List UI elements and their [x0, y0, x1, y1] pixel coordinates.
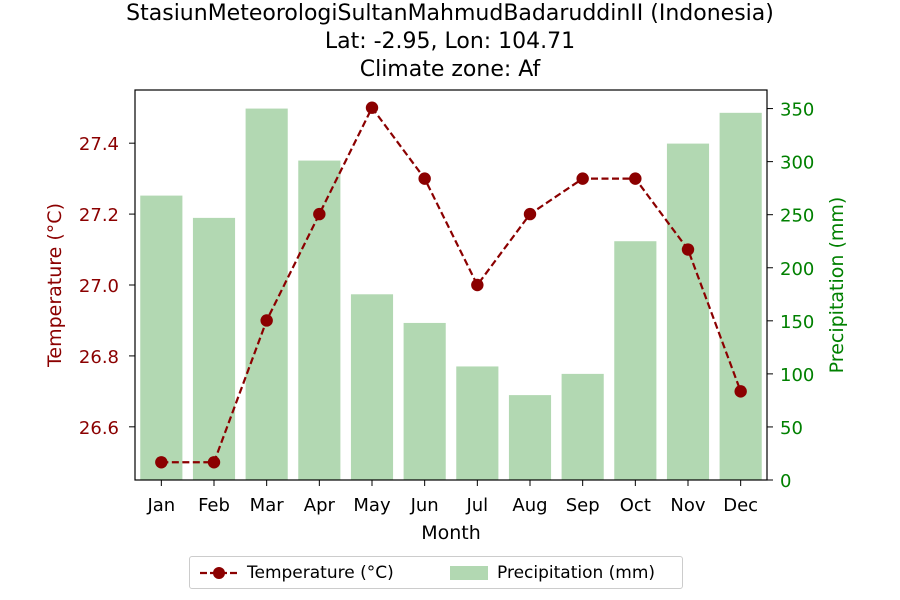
- x-tick-label: Sep: [566, 495, 600, 516]
- precipitation-bar-aug: [508, 395, 552, 480]
- precipitation-bar-dec: [719, 112, 762, 480]
- left-y-tick-label: 27.0: [79, 276, 119, 297]
- x-tick-label: Jan: [146, 495, 175, 516]
- right-y-tick-label: 50: [780, 418, 803, 439]
- right-y-tick-label: 0: [780, 471, 791, 492]
- precipitation-bar-jul: [456, 366, 499, 480]
- temperature-point-oct: [629, 172, 642, 185]
- x-tick-label: Jul: [465, 495, 488, 516]
- temperature-point-aug: [523, 207, 537, 221]
- precipitation-bar-mar: [245, 108, 288, 481]
- temperature-line-series: [155, 101, 747, 469]
- chart-subtitle-coordinates: Lat: -2.95, Lon: 104.71: [324, 29, 576, 54]
- left-y-tick-label: 26.6: [79, 418, 119, 439]
- temperature-point-jul: [471, 278, 484, 292]
- legend-temperature-swatch: [200, 566, 238, 579]
- chart-legend: Temperature (°C) Precipitation (mm): [189, 556, 683, 589]
- temperature-point-dec: [734, 385, 747, 398]
- temperature-point-jan: [155, 456, 168, 469]
- legend-label-precipitation: Precipitation (mm): [497, 562, 656, 583]
- right-y-tick-label: 200: [780, 259, 814, 280]
- right-y-tick-label: 100: [780, 365, 814, 386]
- temperature-point-jun: [418, 172, 431, 185]
- precipitation-bar-may: [350, 294, 394, 480]
- legend-precipitation-swatch: [450, 565, 488, 580]
- right-y-tick-label: 350: [780, 100, 814, 121]
- chart-title: StasiunMeteorologiSultanMahmudBadaruddin…: [126, 1, 774, 26]
- temperature-point-apr: [313, 207, 326, 221]
- temperature-point-mar: [260, 314, 273, 327]
- chart-canvas: Jan Feb Mar Apr May Jun Jul Aug Sep Oct Nov Dec Mont…: [44, 89, 848, 544]
- axes: Jan Feb Mar Apr May Jun Jul Aug Sep Oct Nov Dec Mont…: [44, 89, 848, 544]
- precipitation-bar-jun: [403, 322, 446, 480]
- right-y-tick-label: 250: [780, 206, 814, 227]
- legend-item-temperature: Temperature (°C): [199, 557, 394, 588]
- temperature-line: [161, 105, 742, 464]
- x-axis-label: Month: [421, 522, 481, 544]
- x-tick-label: Dec: [723, 495, 758, 516]
- x-tick-label: Apr: [304, 495, 336, 516]
- x-tick-label: Oct: [620, 495, 651, 516]
- x-tick-label: Nov: [670, 495, 705, 516]
- right-y-axis-label: Precipitation (mm): [826, 197, 848, 374]
- x-tick-label: Feb: [198, 495, 230, 516]
- precipitation-bar-jan: [140, 195, 183, 480]
- temperature-point-may: [365, 101, 379, 114]
- x-tick-label: Mar: [250, 495, 285, 516]
- precipitation-bar-feb: [192, 217, 236, 480]
- temperature-point-nov: [681, 243, 695, 256]
- left-y-tick-label: 27.4: [79, 134, 119, 155]
- precipitation-bar-oct: [614, 241, 657, 480]
- x-tick-label: Jun: [410, 495, 439, 516]
- left-y-tick-label: 27.2: [79, 205, 119, 226]
- right-y-tick-label: 150: [780, 312, 814, 333]
- left-y-axis-label: Temperature (°C): [44, 203, 66, 368]
- precipitation-bar-sep: [561, 373, 604, 480]
- temperature-point-sep: [576, 172, 589, 185]
- precipitation-bars: [140, 108, 762, 481]
- x-tick-label: Aug: [512, 495, 547, 516]
- right-y-tick-label: 300: [780, 153, 814, 174]
- precipitation-bar-nov: [666, 143, 710, 480]
- temperature-point-feb: [207, 456, 221, 469]
- legend-label-temperature: Temperature (°C): [247, 562, 394, 583]
- legend-item-precipitation: Precipitation (mm): [449, 557, 655, 588]
- chart-subtitle-climate-zone: Climate zone: Af: [359, 57, 541, 82]
- left-y-tick-label: 26.8: [79, 347, 119, 368]
- x-tick-label: May: [353, 495, 391, 516]
